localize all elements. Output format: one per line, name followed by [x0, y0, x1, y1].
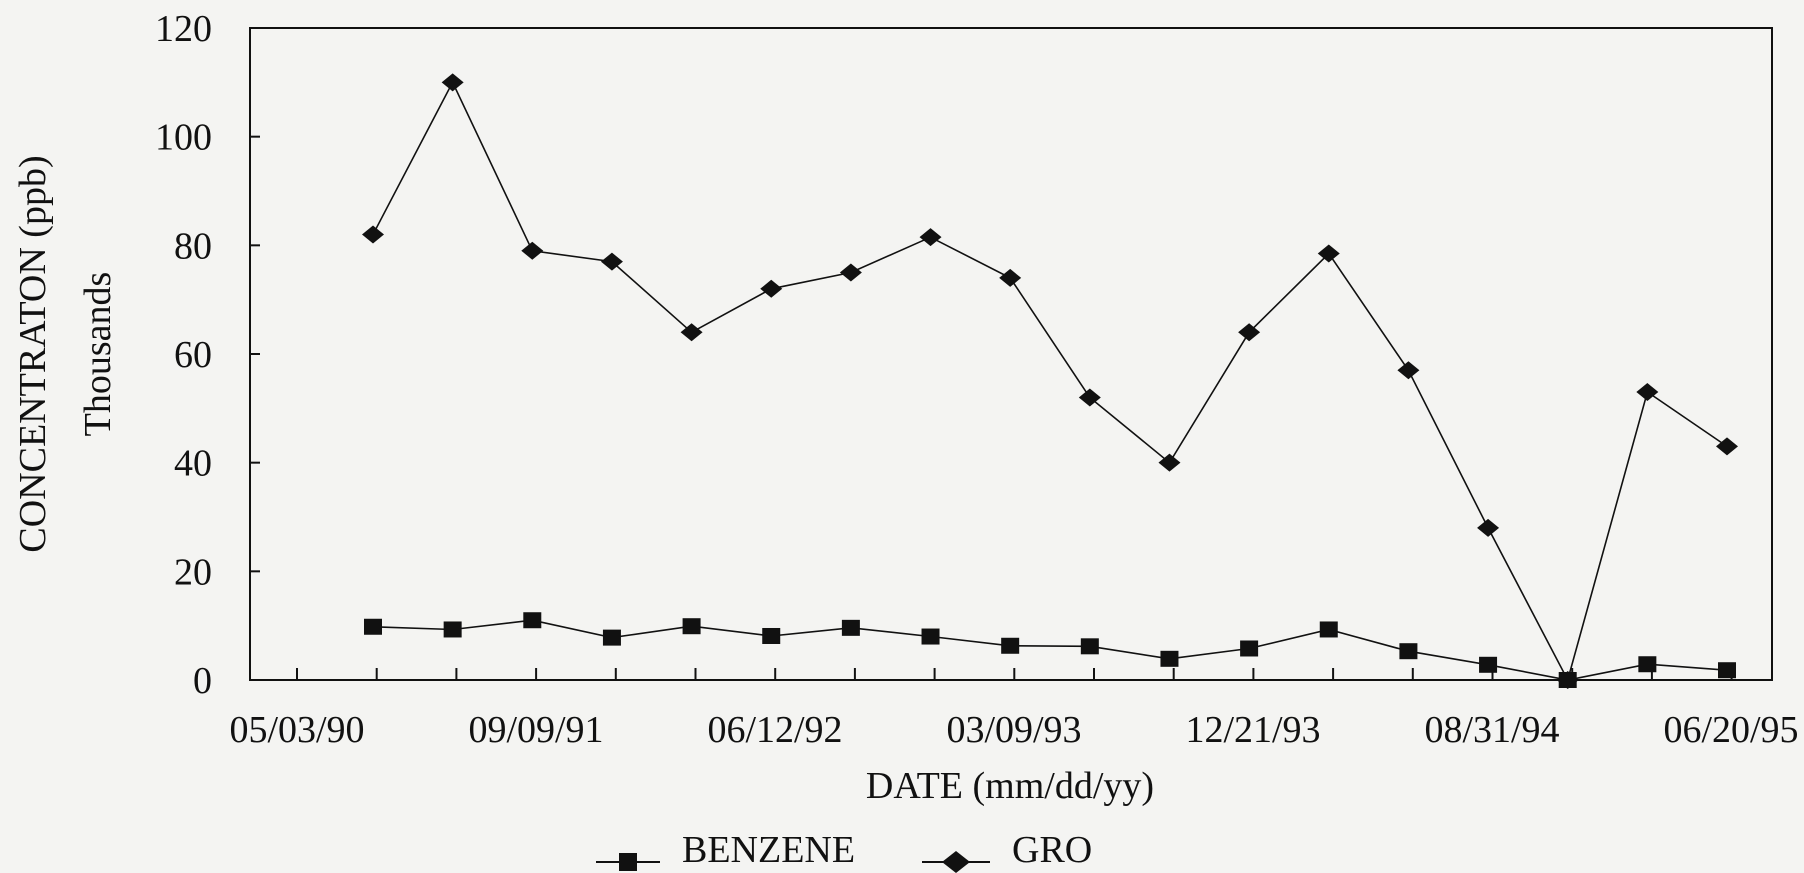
x-tick-label-3: 03/09/93 — [946, 709, 1081, 751]
data-point-gro-1 — [441, 73, 464, 92]
data-point-gro-0 — [362, 225, 384, 244]
y-tick-label-40: 40 — [174, 443, 212, 485]
y-tick-label-120: 120 — [155, 8, 212, 50]
data-point-benzene-14 — [1479, 656, 1498, 673]
data-point-gro-14 — [1477, 518, 1500, 537]
data-point-benzene-9 — [1080, 638, 1099, 655]
data-point-benzene-10 — [1160, 650, 1179, 667]
data-point-benzene-6 — [841, 619, 860, 636]
data-point-benzene-5 — [762, 627, 781, 644]
y-tick-label-80: 80 — [174, 225, 212, 267]
legend-benzene-label: BENZENE — [682, 829, 855, 871]
x-tick-label-4: 12/21/93 — [1185, 709, 1320, 751]
data-point-gro-8 — [999, 268, 1022, 287]
series-layer — [362, 73, 1738, 689]
data-point-gro-3 — [600, 252, 623, 271]
plot-frame — [249, 27, 1773, 681]
data-point-gro-5 — [760, 279, 783, 298]
data-point-gro-11 — [1238, 323, 1261, 342]
data-point-benzene-0 — [364, 618, 382, 635]
y-axis-title: CONCENTRATON (ppb) — [12, 155, 54, 552]
data-point-gro-9 — [1078, 388, 1101, 407]
data-point-gro-7 — [919, 228, 942, 247]
x-tick-label-5: 08/31/94 — [1424, 709, 1559, 751]
series-line-gro — [372, 80, 1728, 683]
legend-benzene-marker — [619, 853, 637, 871]
x-tick-label-1: 09/09/91 — [468, 709, 603, 751]
x-tick-label-6: 06/20/95 — [1663, 709, 1798, 751]
y-axis-units-label: Thousands — [77, 272, 119, 437]
data-point-benzene-7 — [921, 628, 940, 645]
series-line-benzene — [372, 619, 1728, 681]
legend-gro-label: GRO — [1012, 829, 1092, 871]
x-axis-title: DATE (mm/dd/yy) — [866, 765, 1154, 807]
data-point-benzene-16 — [1638, 656, 1657, 673]
series-gro — [362, 73, 1738, 689]
y-tick-label-0: 0 — [193, 660, 212, 702]
x-tick-label-0: 05/03/90 — [229, 709, 364, 751]
y-axis: 0 20 40 60 80 100 120 — [155, 8, 260, 702]
data-point-benzene-17 — [1718, 662, 1736, 679]
data-point-benzene-8 — [1001, 637, 1020, 654]
data-point-gro-16 — [1636, 383, 1659, 402]
data-point-gro-12 — [1317, 244, 1340, 263]
x-tick-label-2: 06/12/92 — [707, 709, 842, 751]
series-benzene — [364, 612, 1736, 688]
y-tick-label-60: 60 — [174, 334, 212, 376]
data-point-benzene-1 — [443, 621, 462, 638]
data-point-benzene-3 — [602, 629, 621, 646]
data-point-benzene-2 — [523, 612, 542, 629]
legend-gro-marker — [942, 851, 970, 873]
data-point-benzene-11 — [1240, 640, 1259, 657]
data-point-gro-10 — [1158, 453, 1181, 472]
data-point-gro-2 — [521, 241, 544, 260]
data-point-gro-13 — [1397, 361, 1420, 380]
data-point-benzene-4 — [682, 618, 701, 635]
data-point-gro-4 — [680, 323, 703, 342]
legend-item-gro: GRO — [922, 829, 1092, 873]
y-tick-label-20: 20 — [174, 551, 212, 593]
data-point-gro-17 — [1716, 437, 1738, 456]
legend-item-benzene: BENZENE — [596, 829, 855, 871]
x-axis: 05/03/90 09/09/91 06/12/92 03/09/93 12/21/93… — [229, 668, 1799, 751]
legend: BENZENE GRO — [596, 829, 1092, 873]
data-point-benzene-12 — [1319, 621, 1338, 638]
data-point-benzene-13 — [1399, 643, 1418, 660]
data-point-gro-6 — [839, 263, 862, 282]
data-point-gro-15 — [1556, 671, 1579, 689]
y-tick-label-100: 100 — [155, 117, 212, 159]
